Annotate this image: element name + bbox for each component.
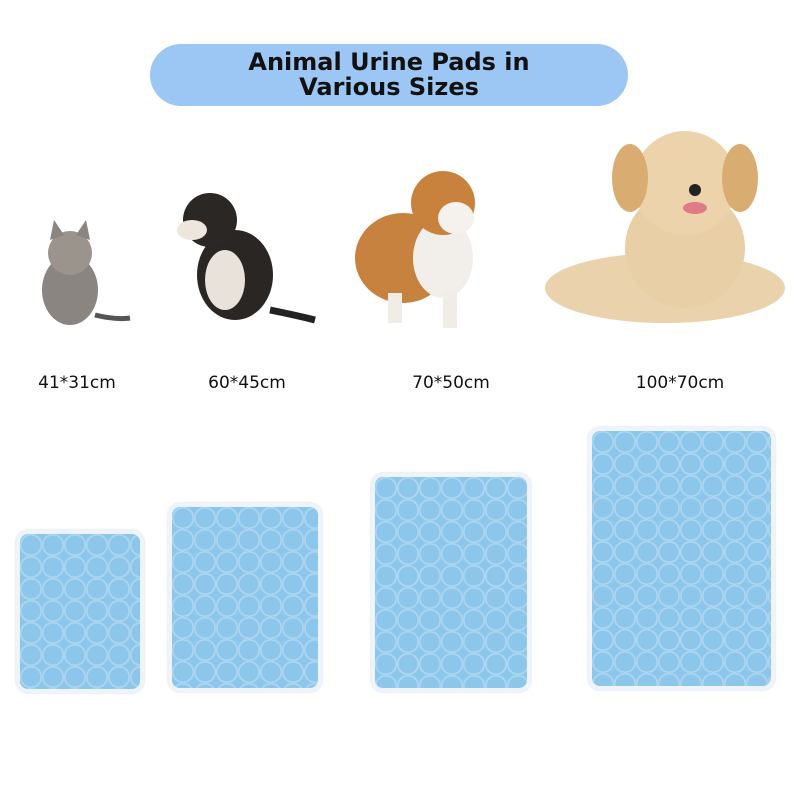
golden-retriever-image: [545, 131, 785, 323]
pad-medium: [168, 503, 322, 692]
pad-extra-large: [588, 427, 775, 690]
size-label: 70*50cm: [412, 373, 490, 393]
size-label: 41*31cm: [38, 373, 116, 393]
title-banner: Animal Urine Pads in Various Sizes: [150, 44, 628, 106]
title: Animal Urine Pads in Various Sizes: [248, 48, 530, 101]
corgi-image: [355, 171, 475, 328]
size-label: 100*70cm: [635, 373, 725, 393]
size-label: 60*45cm: [208, 373, 286, 393]
pad-large: [371, 473, 531, 692]
pad-small: [16, 530, 144, 693]
puppy-image: [177, 193, 316, 324]
kitten-image: [42, 220, 131, 325]
